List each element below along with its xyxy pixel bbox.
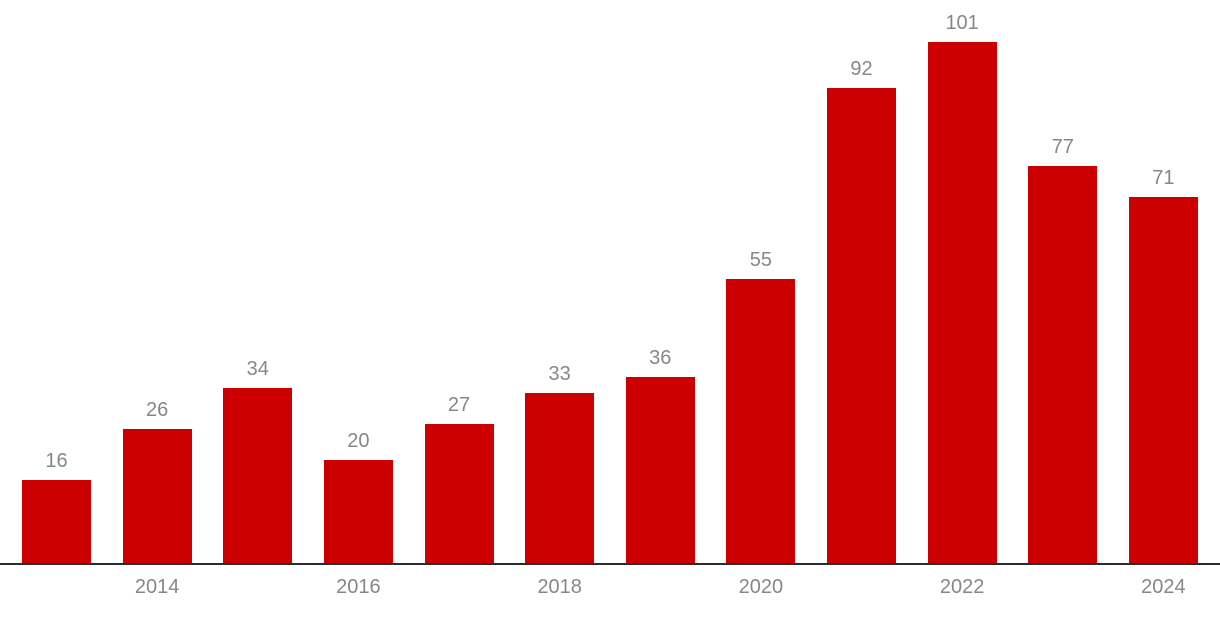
bar-2021 [827, 88, 896, 563]
bar-value-label: 77 [1051, 136, 1074, 158]
x-tick-label: 2016 [336, 576, 381, 598]
x-tick-label: 2024 [1141, 576, 1186, 598]
bar-value-label: 16 [45, 450, 68, 472]
bar-column-2022: 101 [927, 11, 997, 563]
bar-2017 [424, 424, 494, 563]
bar-column-2013: 16 [22, 449, 91, 563]
x-tick-cell [626, 575, 695, 599]
bar-column-2024: 71 [1128, 166, 1198, 563]
bar-2015 [223, 388, 293, 563]
x-tick-cell [223, 575, 292, 599]
bar-value-label: 55 [749, 249, 772, 271]
bar-column-2018: 33 [525, 362, 595, 563]
x-tick-cell [827, 575, 896, 599]
bar-value-label: 71 [1152, 167, 1175, 189]
bar-value-label: 101 [945, 12, 979, 34]
x-axis-line [0, 563, 1220, 565]
bar-value-label: 33 [548, 363, 571, 385]
x-tick-label: 2022 [939, 576, 985, 598]
bar-2013 [22, 480, 91, 563]
bar-2023 [1028, 166, 1098, 563]
bar-value-label: 20 [347, 430, 370, 452]
bar-column-2020: 55 [726, 248, 796, 563]
bar-column-2021: 92 [827, 57, 896, 563]
bar-value-label: 36 [649, 347, 672, 369]
bar-column-2014: 26 [122, 398, 192, 563]
bar-value-label: 92 [850, 58, 873, 80]
x-tick-cell [425, 575, 494, 599]
x-tick-label: 2018 [537, 576, 582, 598]
bar-2019 [625, 377, 695, 563]
plot-area: 16 26 34 20 27 33 36 55 92 101 77 71 [22, 0, 1198, 563]
x-tick-cell [22, 575, 91, 599]
bar-column-2023: 77 [1028, 135, 1098, 563]
bar-value-label: 26 [146, 399, 169, 421]
bar-2018 [525, 393, 595, 563]
bar-2020 [726, 279, 796, 563]
bar-column-2016: 20 [323, 429, 393, 563]
bar-value-label: 27 [447, 394, 471, 416]
bar-column-2017: 27 [424, 393, 494, 563]
bar-2014 [122, 429, 192, 563]
x-tick-label: 2014 [134, 576, 180, 598]
bar-2024 [1128, 197, 1198, 563]
bar-2016 [323, 460, 393, 563]
x-axis-tick-labels: 2014 2016 2018 2020 2022 2024 [22, 575, 1198, 599]
x-tick-cell [1028, 575, 1097, 599]
bar-column-2015: 34 [223, 357, 293, 563]
bar-value-label: 34 [246, 358, 269, 380]
x-tick-label: 2020 [738, 576, 784, 598]
bar-column-2019: 36 [625, 346, 695, 563]
bar-2022 [927, 42, 997, 563]
